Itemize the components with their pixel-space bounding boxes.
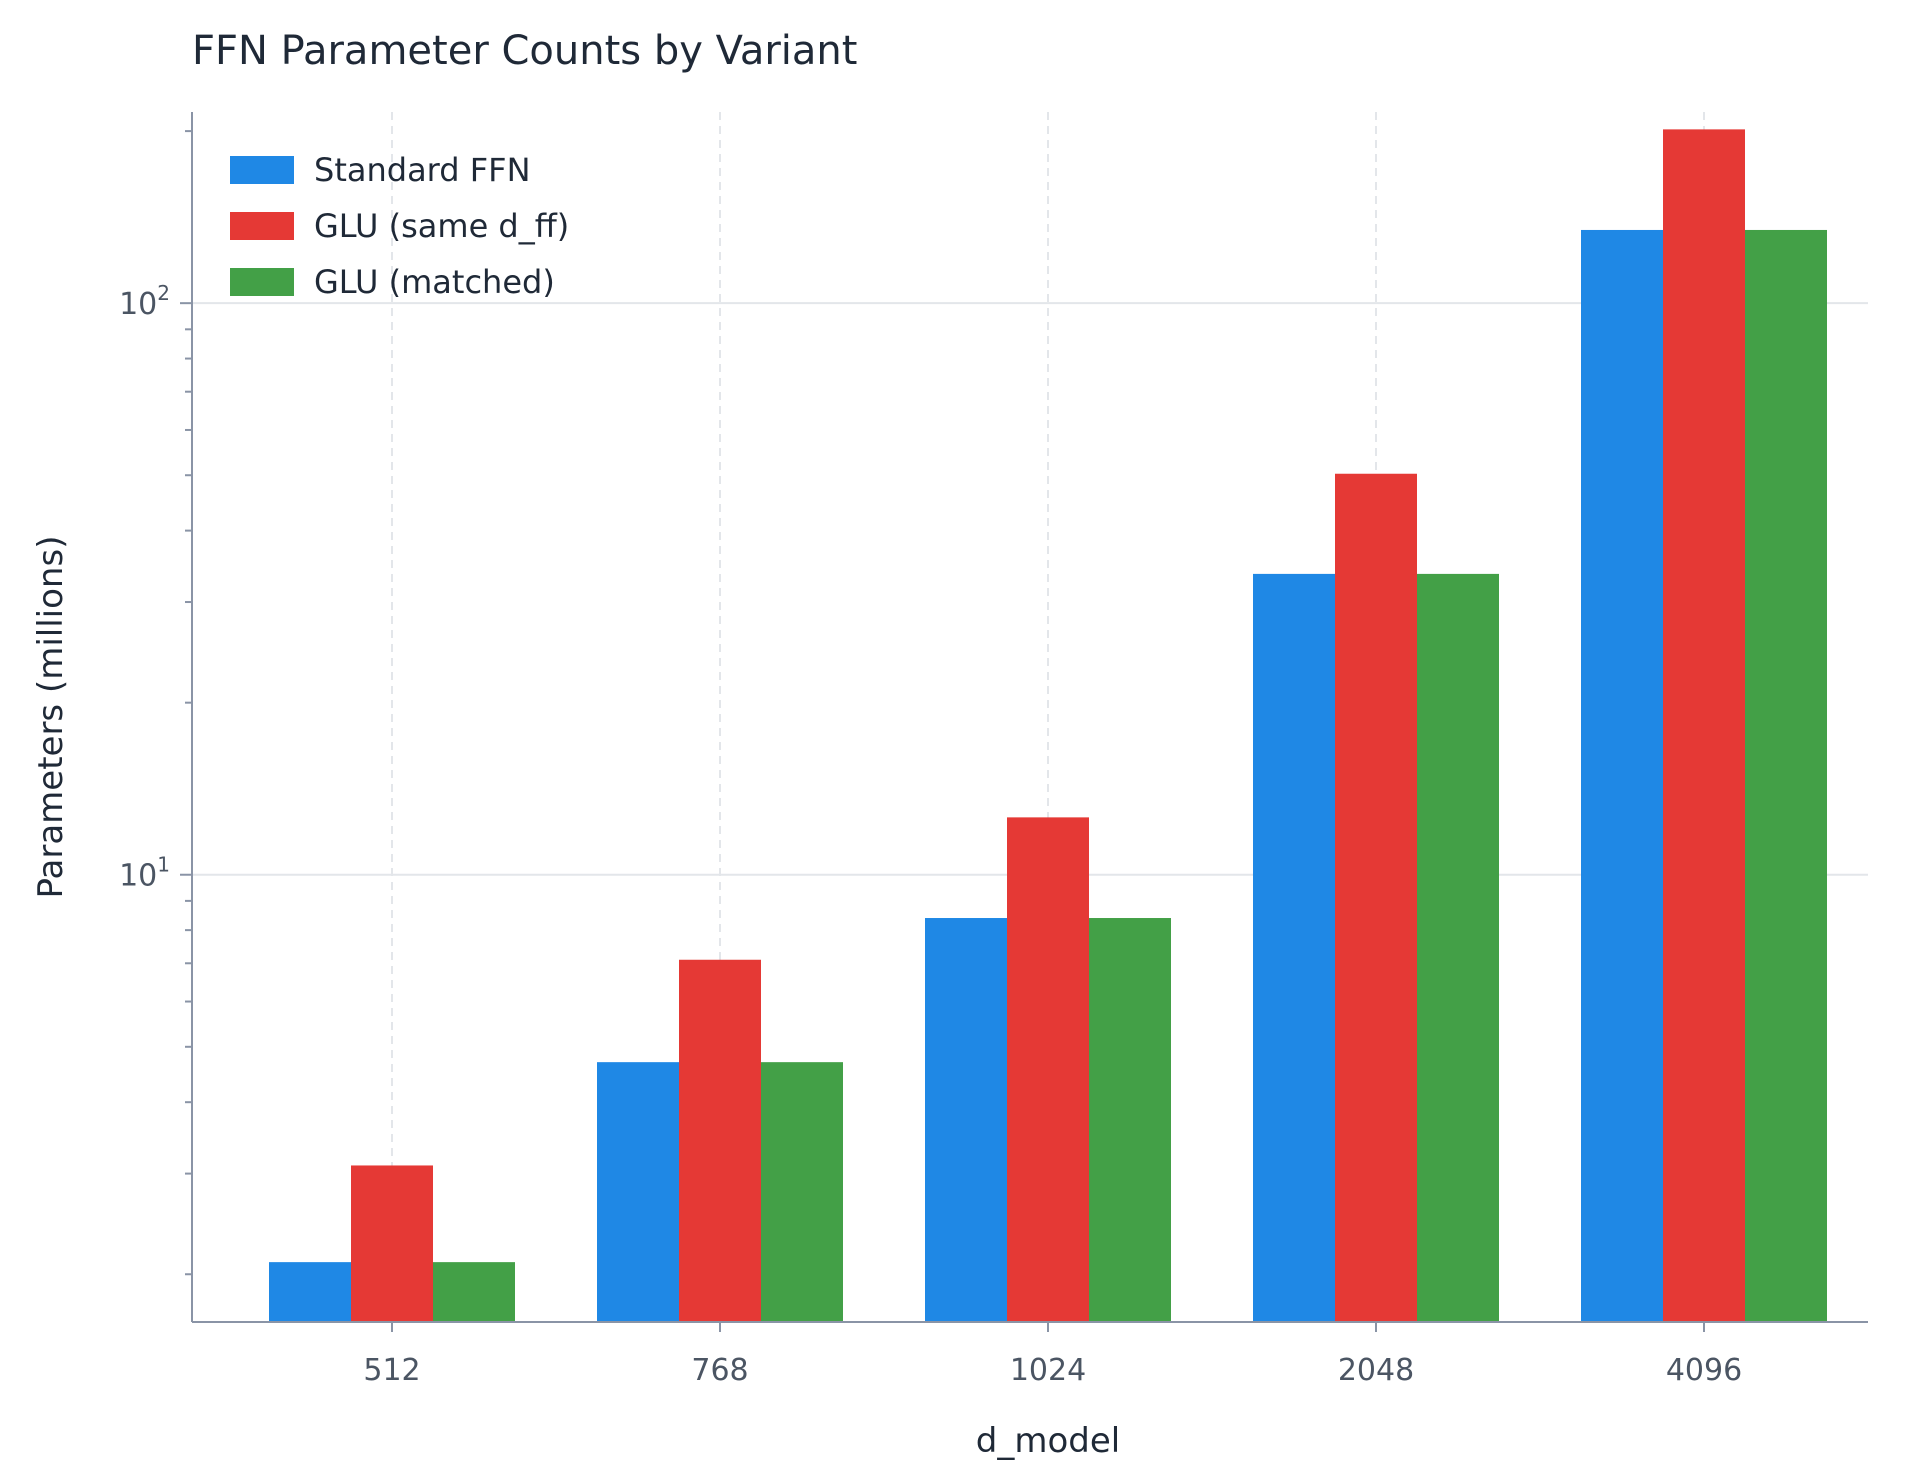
y-axis-label: Parameters (millions) <box>31 536 71 899</box>
legend-swatch <box>230 212 294 240</box>
x-tick-label: 768 <box>691 1353 748 1388</box>
x-tick-label: 2048 <box>1338 1353 1414 1388</box>
x-tick-label: 512 <box>363 1353 420 1388</box>
legend-label: GLU (same d_ff) <box>314 207 569 245</box>
y-ticks: 101 102 <box>119 130 192 1276</box>
bar <box>679 959 761 1322</box>
x-axis-label: d_model <box>976 1421 1120 1461</box>
legend-label: Standard FFN <box>314 151 531 189</box>
x-tick-label: 1024 <box>1010 1353 1086 1388</box>
bar <box>1663 129 1745 1322</box>
bar <box>761 1062 843 1322</box>
x-ticks: 512 768 1024 2048 4096 <box>363 1322 1742 1388</box>
bar <box>925 918 1007 1322</box>
chart-title: FFN Parameter Counts by Variant <box>192 28 857 74</box>
bar <box>1581 229 1663 1322</box>
legend-label: GLU (matched) <box>314 263 555 301</box>
bar <box>351 1165 433 1322</box>
bar <box>1089 918 1171 1322</box>
y-tick-label: 102 <box>119 281 170 322</box>
bar <box>1335 473 1417 1322</box>
bar <box>1417 573 1499 1322</box>
legend-swatch <box>230 268 294 296</box>
legend: Standard FFN GLU (same d_ff) GLU (matched) <box>230 151 569 301</box>
bar <box>433 1262 515 1322</box>
bars <box>269 129 1827 1322</box>
bar <box>1745 229 1827 1322</box>
bar <box>597 1062 679 1322</box>
bar <box>1007 817 1089 1322</box>
bar <box>269 1262 351 1322</box>
x-tick-label: 4096 <box>1666 1353 1742 1388</box>
y-tick-label: 101 <box>119 853 170 894</box>
bar <box>1253 573 1335 1322</box>
legend-swatch <box>230 156 294 184</box>
